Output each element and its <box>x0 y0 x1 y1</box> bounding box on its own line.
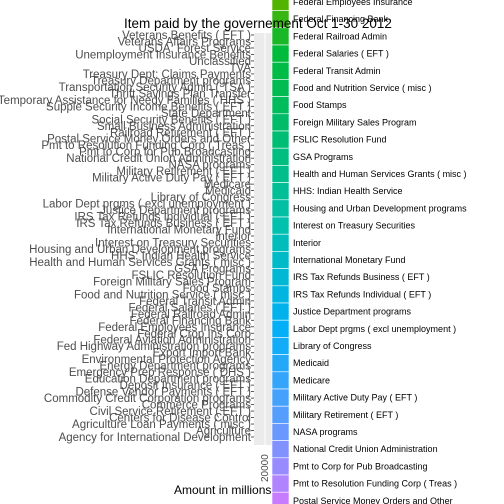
legend-label: Justice Department programs <box>293 307 412 317</box>
x-axis-label: Amount in millions <box>174 483 271 497</box>
legend-label: Federal Salaries ( EFT ) <box>293 49 389 59</box>
legend-label: Military Active Duty Pay ( EFT ) <box>293 393 417 403</box>
legend-label: Federal Transit Admin <box>293 66 381 76</box>
legend-label: Labor Dept prgms ( excl unemployment ) <box>293 324 456 334</box>
legend-label: Health and Human Services Grants ( misc … <box>293 169 467 179</box>
legend-label: Housing and Urban Development programs <box>293 203 467 213</box>
legend-label: Medicaid <box>293 358 329 368</box>
legend-key <box>272 286 289 303</box>
legend-key <box>272 165 289 182</box>
legend-key <box>272 389 289 406</box>
legend-key <box>272 97 289 114</box>
legend-key <box>272 303 289 320</box>
legend-label: Federal Employees Insurance <box>293 0 413 7</box>
legend-key <box>272 423 289 440</box>
y-category-label: Treasury Dept: Claims Payments <box>83 69 252 81</box>
legend-label: Interior <box>293 238 321 248</box>
legend-label: Military Retirement ( EFT ) <box>293 410 398 420</box>
x-tick-label: 20000 <box>260 454 271 482</box>
legend-label: GSA Programs <box>293 152 354 162</box>
legend-key <box>272 45 289 62</box>
legend-key <box>272 234 289 251</box>
y-axis-labels: Agency for International DevelopmentAgri… <box>0 30 252 444</box>
legend-key <box>272 337 289 354</box>
legend-key <box>272 492 289 504</box>
legend-label: IRS Tax Refunds Business ( EFT ) <box>293 272 430 282</box>
legend-label: International Monetary Fund <box>293 255 406 265</box>
legend-label: Medicare <box>293 375 330 385</box>
legend-label: Interest on Treasury Securities <box>293 221 416 231</box>
legend-key <box>272 475 289 492</box>
legend-key <box>272 269 289 286</box>
legend-label: Federal Railroad Admin <box>293 31 387 41</box>
chart-title: Item paid by the governement Oct 1-30 20… <box>124 16 392 31</box>
legend-key <box>272 0 289 11</box>
y-axis-ticks <box>251 35 254 437</box>
legend-key <box>272 62 289 79</box>
legend-key <box>272 441 289 458</box>
legend-key <box>272 79 289 96</box>
legend-key <box>272 355 289 372</box>
legend-label: National Credit Union Administration <box>293 444 438 454</box>
legend-key <box>272 217 289 234</box>
legend-key <box>272 200 289 217</box>
legend-key <box>272 114 289 131</box>
legend-label: Pmt to Corp for Pub Broadcasting <box>293 461 428 471</box>
legend-label: Postal Service Money Orders and Other <box>293 496 453 504</box>
legend-key <box>272 251 289 268</box>
legend: Federal Employees Insurance Federal Finan… <box>272 0 467 504</box>
legend-key <box>272 458 289 475</box>
legend-key <box>272 183 289 200</box>
legend-label: Foreign Military Sales Program <box>293 117 417 127</box>
legend-label: IRS Tax Refunds Individual ( EFT ) <box>293 289 431 299</box>
legend-key <box>272 372 289 389</box>
legend-label: Pmt to Resolution Funding Corp ( Treas ) <box>293 479 457 489</box>
legend-label: FSLIC Resolution Fund <box>293 135 387 145</box>
legend-key <box>272 148 289 165</box>
legend-key <box>272 406 289 423</box>
y-category-label: Veterans Benefits ( EFT ) <box>122 30 251 42</box>
legend-label: Library of Congress <box>293 341 372 351</box>
legend-key <box>272 131 289 148</box>
legend-label: HHS: Indian Health Service <box>293 186 403 196</box>
legend-label: NASA programs <box>293 427 358 437</box>
legend-label: Food Stamps <box>293 100 347 110</box>
legend-key <box>272 320 289 337</box>
legend-label: Food and Nutrition Service ( misc ) <box>293 83 432 93</box>
